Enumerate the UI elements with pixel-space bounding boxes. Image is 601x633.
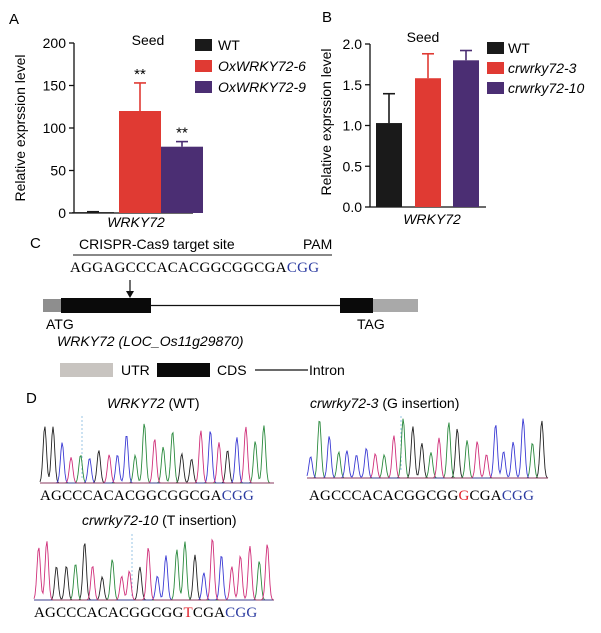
- gene-name-label: WRKY72 (LOC_Os11g29870): [57, 333, 244, 349]
- pam-label: PAM: [303, 236, 332, 252]
- wt-chromatogram-colored-peaks: [40, 423, 274, 484]
- wt-sequence: AGCCCACACGGCGGCGACGG: [40, 488, 254, 504]
- panel-b-y-tick-label: 2.0: [343, 36, 363, 52]
- crispr-target-label: CRISPR-Cas9 target site: [79, 236, 235, 252]
- panel-b-bar-1: [376, 123, 402, 207]
- panel-b-title: Seed: [407, 29, 440, 45]
- chromatogram-channel-trace: [306, 418, 548, 479]
- utr-3: [373, 299, 418, 312]
- panel-b: B Relative exprssion level 0.0 0.5 1.0 1.5 2…: [318, 9, 584, 227]
- panel-a-bar-1: [72, 212, 114, 213]
- panel-c: C CRISPR-Cas9 target site PAM AGGAGCCCAC…: [30, 235, 418, 378]
- panel-a-bar-2: [119, 111, 161, 213]
- m10-chromatogram-colored-peaks: [33, 538, 275, 601]
- utr-5: [43, 299, 61, 312]
- panel-a-legend-swatch-ox6: [195, 60, 212, 72]
- panel-a-title: Seed: [132, 32, 165, 48]
- panel-b-legend-swatch-cr10: [487, 82, 504, 94]
- panel-b-y-tick-label: 1.0: [343, 118, 363, 134]
- cds-exon-2: [340, 298, 373, 313]
- panel-b-xlabel: WRKY72: [403, 211, 461, 227]
- tag-label: TAG: [357, 316, 385, 332]
- panel-a-legend-label-wt: WT: [218, 37, 240, 53]
- m10-chromatogram-trace: [34, 543, 274, 601]
- panel-b-letter: B: [322, 9, 332, 26]
- panel-a-y-tick-label: 100: [43, 120, 67, 136]
- gene-model-legend: UTR CDS Intron: [60, 362, 345, 378]
- panel-a-significance-mark: **: [134, 66, 146, 83]
- panel-d: D WRKY72 (WT) AGCCCACACGGCGGCGACGG crwrk…: [26, 390, 549, 621]
- panel-a-y-tick-label: 200: [43, 35, 67, 51]
- cds-legend-label: CDS: [217, 362, 247, 378]
- panel-a-legend-swatch-wt: [195, 39, 212, 51]
- panel-a-legend-label-ox6: OxWRKY72-6: [218, 58, 306, 74]
- panel-a-legend: WT OxWRKY72-6 OxWRKY72-9: [195, 37, 306, 95]
- panel-a-y-tick-label: 0: [58, 205, 66, 221]
- target-sequence: AGGAGCCCACACGGCGGCGACGG: [70, 260, 319, 276]
- panel-a-ylabel: Relative exprssion level: [12, 54, 28, 201]
- cds-exon-1: [61, 298, 151, 313]
- cds-legend-swatch: [157, 363, 210, 377]
- panel-b-legend-label-cr3: crwrky72-3: [508, 60, 577, 76]
- panel-b-bar-3: [453, 60, 479, 207]
- panel-b-legend-swatch-wt: [487, 42, 504, 54]
- panel-b-legend-label-wt: WT: [508, 40, 530, 56]
- panel-b-bar-2: [415, 78, 441, 207]
- panel-b-y-tick-label: 1.5: [343, 77, 363, 93]
- panel-b-ylabel: Relative exprssion level: [318, 48, 334, 195]
- panel-a-letter: A: [9, 11, 19, 28]
- m10-trace-title: crwrky72-10 (T insertion): [82, 512, 237, 528]
- chromatogram-channel-trace: [40, 431, 274, 484]
- panel-a-bar-3: [161, 146, 203, 213]
- panel-a-legend-label-ox9: OxWRKY72-9: [218, 79, 306, 95]
- panel-b-y-tick-label: 0.0: [343, 199, 363, 215]
- m3-chromatogram-colored-peaks: [306, 418, 548, 479]
- gene-model: [43, 298, 418, 313]
- panel-a-y-tick-label: 150: [43, 78, 67, 94]
- panel-c-letter: C: [30, 235, 41, 252]
- panel-a-y-tick-label: 50: [50, 163, 66, 179]
- panel-a: A Relative exprssion level 050100150200 …: [9, 11, 306, 230]
- panel-a-xlabel: WRKY72: [107, 214, 165, 230]
- cut-site-arrowhead: [126, 291, 134, 298]
- panel-b-legend-swatch-cr3: [487, 62, 504, 74]
- panel-b-y-tick-label: 0.5: [343, 158, 363, 174]
- atg-label: ATG: [46, 316, 74, 332]
- m3-sequence: AGCCCACACGGCGGGCGACGG: [309, 488, 534, 504]
- panel-a-legend-swatch-ox9: [195, 81, 212, 93]
- panel-d-letter: D: [26, 390, 37, 407]
- m10-sequence: AGCCCACACGGCGGTCGACGG: [34, 605, 257, 621]
- utr-legend-swatch: [60, 363, 113, 377]
- panel-b-legend-label-cr10: crwrky72-10: [508, 80, 584, 96]
- intron-legend-label: Intron: [309, 362, 345, 378]
- utr-legend-label: UTR: [121, 362, 150, 378]
- panel-a-significance-mark: **: [176, 125, 188, 142]
- wt-trace-title: WRKY72 (WT): [107, 395, 200, 411]
- m3-trace-title: crwrky72-3 (G insertion): [310, 395, 459, 411]
- chromatogram-channel-trace: [34, 541, 274, 601]
- chromatogram-channel-trace: [33, 538, 275, 601]
- panel-b-legend: WT crwrky72-3 crwrky72-10: [487, 40, 584, 96]
